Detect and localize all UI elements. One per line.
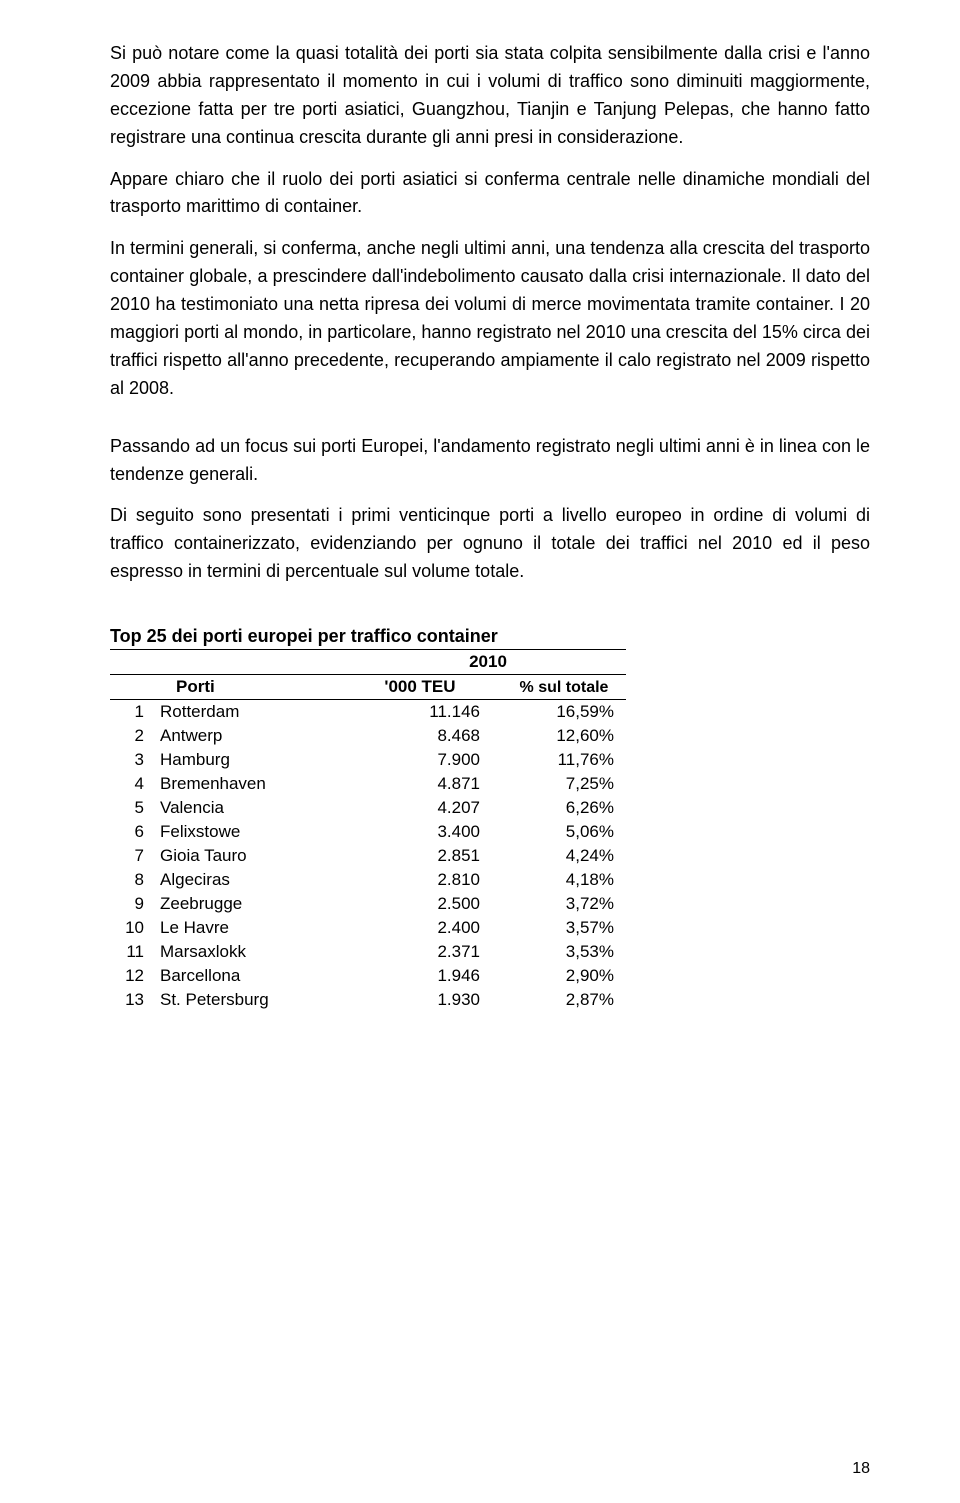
paragraph-3: In termini generali, si conferma, anche …: [110, 235, 870, 402]
cell-port: Felixstowe: [156, 820, 356, 844]
paragraph-2: Appare chiaro che il ruolo dei porti asi…: [110, 166, 870, 222]
cell-teu: 8.468: [356, 724, 510, 748]
table-row: 7Gioia Tauro2.8514,24%: [110, 844, 626, 868]
table-row: 5Valencia4.2076,26%: [110, 796, 626, 820]
cell-teu: 2.810: [356, 868, 510, 892]
table-row: 4Bremenhaven4.8717,25%: [110, 772, 626, 796]
cell-pct: 16,59%: [510, 700, 626, 725]
cell-rank: 7: [110, 844, 156, 868]
cell-teu: 4.207: [356, 796, 510, 820]
table-row: 8Algeciras2.8104,18%: [110, 868, 626, 892]
cell-pct: 3,72%: [510, 892, 626, 916]
table-year-row: 2010: [110, 650, 626, 675]
paragraph-5: Di seguito sono presentati i primi venti…: [110, 502, 870, 586]
table-row: 12Barcellona1.9462,90%: [110, 964, 626, 988]
cell-pct: 11,76%: [510, 748, 626, 772]
cell-pct: 2,90%: [510, 964, 626, 988]
cell-port: Bremenhaven: [156, 772, 356, 796]
cell-pct: 12,60%: [510, 724, 626, 748]
cell-teu: 2.400: [356, 916, 510, 940]
cell-rank: 9: [110, 892, 156, 916]
cell-teu: 1.930: [356, 988, 510, 1012]
cell-teu: 1.946: [356, 964, 510, 988]
cell-teu: 11.146: [356, 700, 510, 725]
cell-rank: 4: [110, 772, 156, 796]
paragraph-4: Passando ad un focus sui porti Europei, …: [110, 433, 870, 489]
cell-rank: 8: [110, 868, 156, 892]
cell-teu: 3.400: [356, 820, 510, 844]
cell-port: Rotterdam: [156, 700, 356, 725]
ports-table: 2010 Porti '000 TEU % sul totale 1Rotter…: [110, 649, 626, 1012]
cell-pct: 4,18%: [510, 868, 626, 892]
table-row: 2Antwerp8.46812,60%: [110, 724, 626, 748]
cell-teu: 2.851: [356, 844, 510, 868]
cell-rank: 10: [110, 916, 156, 940]
header-pct: % sul totale: [510, 675, 626, 700]
cell-rank: 12: [110, 964, 156, 988]
cell-port: Algeciras: [156, 868, 356, 892]
cell-pct: 3,57%: [510, 916, 626, 940]
cell-port: Valencia: [156, 796, 356, 820]
cell-port: Antwerp: [156, 724, 356, 748]
cell-port: Hamburg: [156, 748, 356, 772]
cell-rank: 1: [110, 700, 156, 725]
table-row: 3Hamburg7.90011,76%: [110, 748, 626, 772]
table-row: 13St. Petersburg1.9302,87%: [110, 988, 626, 1012]
cell-rank: 2: [110, 724, 156, 748]
cell-port: Marsaxlokk: [156, 940, 356, 964]
cell-rank: 11: [110, 940, 156, 964]
cell-port: St. Petersburg: [156, 988, 356, 1012]
header-teu: '000 TEU: [356, 675, 510, 700]
cell-rank: 6: [110, 820, 156, 844]
cell-port: Le Havre: [156, 916, 356, 940]
cell-teu: 4.871: [356, 772, 510, 796]
cell-port: Gioia Tauro: [156, 844, 356, 868]
cell-rank: 3: [110, 748, 156, 772]
table-row: 10Le Havre2.4003,57%: [110, 916, 626, 940]
cell-pct: 4,24%: [510, 844, 626, 868]
cell-pct: 2,87%: [510, 988, 626, 1012]
cell-rank: 13: [110, 988, 156, 1012]
cell-port: Zeebrugge: [156, 892, 356, 916]
table-title: Top 25 dei porti europei per traffico co…: [110, 626, 870, 647]
table-row: 11Marsaxlokk2.3713,53%: [110, 940, 626, 964]
cell-port: Barcellona: [156, 964, 356, 988]
table-body: 1Rotterdam11.14616,59%2Antwerp8.46812,60…: [110, 700, 626, 1013]
page-number: 18: [852, 1460, 870, 1478]
cell-teu: 7.900: [356, 748, 510, 772]
table-row: 9Zeebrugge2.5003,72%: [110, 892, 626, 916]
table-header-row: Porti '000 TEU % sul totale: [110, 675, 626, 700]
document-page: Si può notare come la quasi totalità dei…: [0, 0, 960, 1503]
body-text: Si può notare come la quasi totalità dei…: [110, 40, 870, 586]
table-year: 2010: [356, 650, 626, 675]
paragraph-1: Si può notare come la quasi totalità dei…: [110, 40, 870, 152]
cell-pct: 7,25%: [510, 772, 626, 796]
header-port: Porti: [156, 675, 356, 700]
cell-pct: 5,06%: [510, 820, 626, 844]
cell-rank: 5: [110, 796, 156, 820]
cell-pct: 6,26%: [510, 796, 626, 820]
table-row: 1Rotterdam11.14616,59%: [110, 700, 626, 725]
cell-teu: 2.371: [356, 940, 510, 964]
cell-pct: 3,53%: [510, 940, 626, 964]
table-row: 6Felixstowe3.4005,06%: [110, 820, 626, 844]
cell-teu: 2.500: [356, 892, 510, 916]
